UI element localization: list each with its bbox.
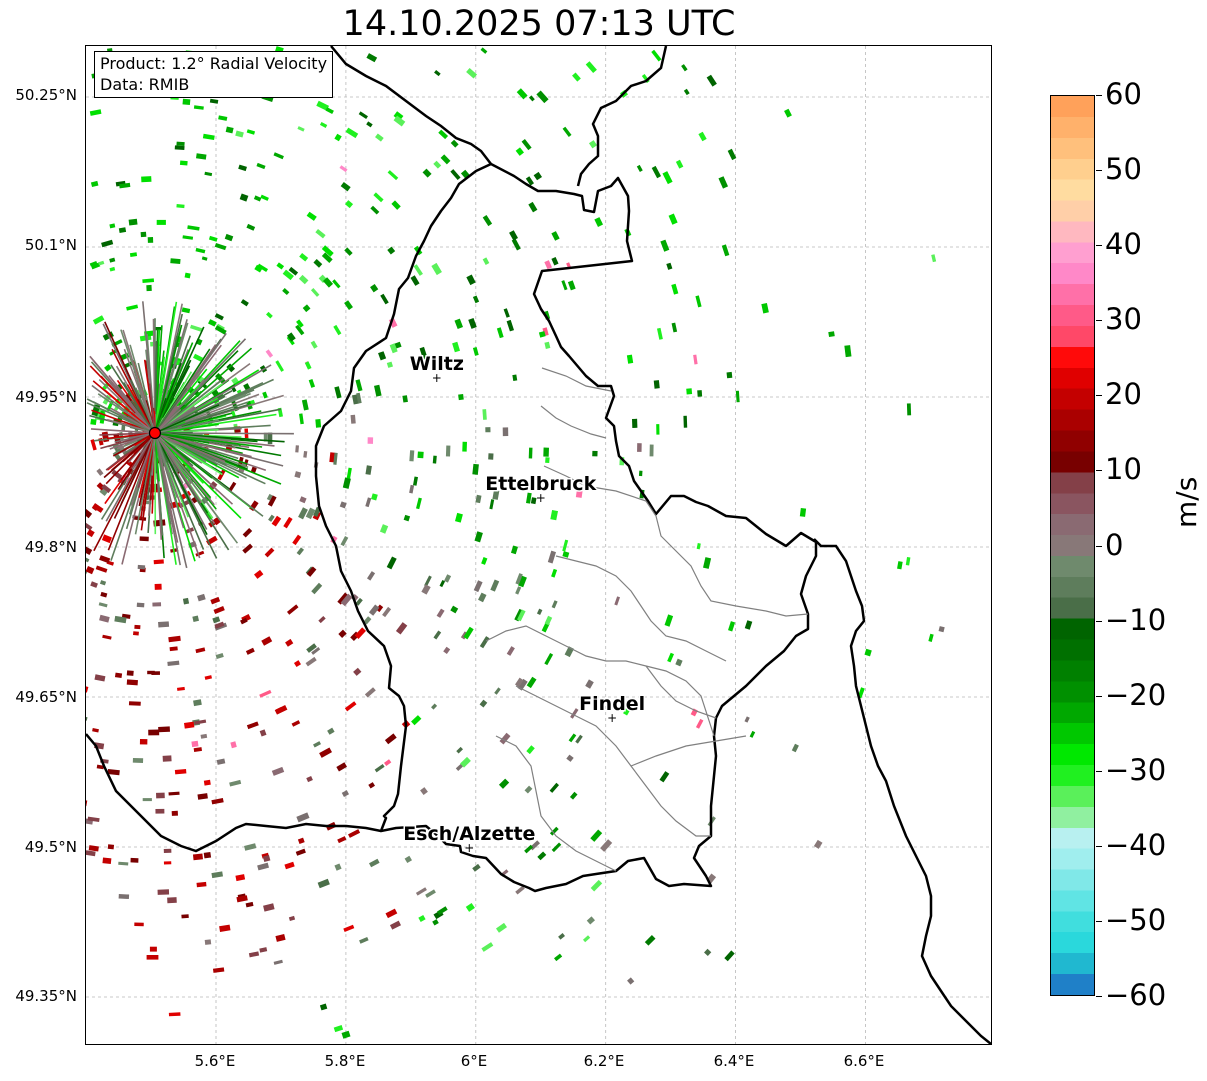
lon-tick-label: 6.4°E [713,1052,755,1070]
colorbar-tick-label: −50 [1105,902,1167,937]
lat-tick-label: 49.35°N [15,987,77,1005]
colorbar-tick-label: 40 [1105,227,1142,262]
colorbar-tick-label: −40 [1105,827,1167,862]
colorbar-tick [1096,996,1102,997]
canton-boundaries [485,367,809,872]
radar-site-marker[interactable] [148,426,162,440]
city-label: Findel [579,693,645,715]
city-layer: +Wiltz+Ettelbruck+Findel+Esch/Alzette [402,352,647,856]
colorbar-tick-label: −20 [1105,677,1167,712]
city-marker: + [536,491,546,505]
colorbar-tick [1096,545,1102,547]
product-info-box: Product: 1.2° Radial Velocity Data: RMIB [94,51,334,98]
colorbar-tick [1096,320,1102,322]
france-border [86,733,382,853]
colorbar-tick [1096,395,1102,397]
lon-tick-label: 6°E [460,1052,488,1070]
data-source-label: Data: RMIB [100,75,190,94]
colorbar-tick [1096,95,1102,96]
lat-tick-label: 49.95°N [15,388,77,406]
colorbar-tick [1096,770,1102,772]
gridlines [86,46,991,1044]
germany-border [576,46,991,1044]
lon-tick-label: 6.6°E [843,1052,885,1070]
colorbar-tick [1096,845,1102,847]
city-marker: + [607,711,617,725]
colorbar-tick [1096,245,1102,247]
colorbar-tick-label: −30 [1105,752,1167,787]
colorbar-tick [1096,920,1102,922]
colorbar-tick [1096,695,1102,697]
city-label: Ettelbruck [485,473,596,495]
luxembourg-border [314,162,818,893]
lon-tick-label: 6.2°E [583,1052,625,1070]
lon-tick-label: 5.8°E [324,1052,366,1070]
lat-tick-label: 49.65°N [15,688,77,706]
colorbar-unit-label: m/s [1170,476,1203,528]
belgium-border-north [330,46,492,165]
colorbar-tick [1096,470,1102,472]
velocity-colorbar [1050,95,1095,996]
map-panel[interactable]: + Wiltz + Ettelbruck + Findel + Esch/Alzette Pr… [85,45,992,1045]
colorbar-tick [1096,620,1102,622]
lat-tick-label: 50.1°N [24,236,77,254]
colorbar-tick-label: 60 [1105,77,1142,111]
city-marker: + [464,841,474,855]
map-title: 14.10.2025 07:13 UTC [342,4,736,44]
colorbar-tick [1096,170,1102,172]
colorbar-tick-label: 30 [1105,302,1142,337]
radar-echoes [86,46,945,1039]
radar-map[interactable]: +Wiltz+Ettelbruck+Findel+Esch/Alzette [86,46,991,1044]
colorbar-tick-label: −10 [1105,602,1167,637]
colorbar-tick-label: 20 [1105,377,1142,412]
city-label: Wiltz [410,353,464,375]
colorbar-tick-label: 0 [1105,527,1124,562]
colorbar-tick-label: 50 [1105,152,1142,187]
lat-tick-label: 49.5°N [24,838,77,856]
colorbar-tick-label: 10 [1105,452,1142,487]
colorbar-tick-label: −60 [1105,978,1167,1012]
city-marker: + [432,371,442,385]
city-label: Esch/Alzette [403,823,535,845]
lon-tick-label: 5.6°E [194,1052,236,1070]
lat-tick-label: 50.25°N [15,86,77,104]
lat-tick-label: 49.8°N [24,538,77,556]
product-label: Product: 1.2° Radial Velocity [100,54,328,73]
